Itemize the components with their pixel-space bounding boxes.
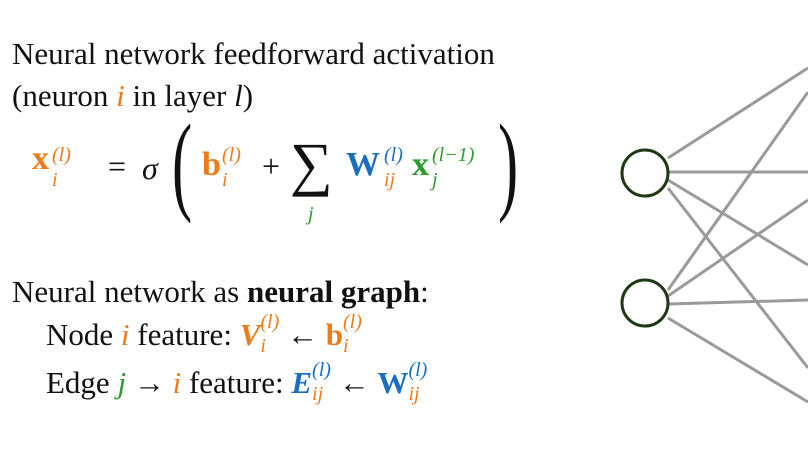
eq-left-paren: ( (172, 102, 193, 224)
eq-b-sup: (l) (222, 144, 241, 166)
eq-sigma: σ (142, 150, 158, 186)
eq-sum-index: j (308, 203, 314, 225)
eq-right-paren: ) (498, 102, 519, 224)
edge-line (667, 66, 808, 160)
edge-line (667, 178, 808, 267)
edge-feature-W: W (377, 365, 409, 401)
node-feature-V: V (239, 317, 261, 353)
eq-x2-sub: j (432, 169, 438, 191)
neuron-node-bottom (620, 278, 670, 328)
edge-line (667, 298, 808, 306)
activation-equation: x (l) i = σ ( b (l) i + ∑ j W (l) ij x (… (32, 108, 552, 242)
eq-x2: x (412, 146, 429, 183)
eq-W-sup: (l) (384, 144, 403, 166)
eq-W: W (346, 146, 380, 183)
edge-line (667, 198, 808, 298)
node-feature-line: Node i feature: V (l) i ← b (l) i (46, 311, 362, 357)
eq-sum: ∑ (290, 131, 333, 197)
eq-b-sub: i (222, 169, 228, 191)
eq-equals: = (108, 148, 127, 184)
eq-x-sub: i (52, 169, 58, 191)
eq-W-sub: ij (384, 169, 396, 191)
edge-arrow: ← (338, 365, 370, 401)
graph-intro: Neural network as neural graph: (12, 274, 429, 309)
eq-plus: + (262, 148, 281, 184)
neuron-node-top (620, 148, 670, 198)
edge-line (667, 316, 808, 404)
title-line-1: Neural network feedforward activation (12, 36, 495, 71)
edge-line (666, 91, 808, 291)
eq-x: x (32, 140, 49, 177)
neuron-variable: i (116, 78, 125, 113)
eq-b: b (202, 146, 221, 183)
title-line-2: (neuron i in layer l) (12, 78, 254, 113)
edge-line (666, 187, 808, 369)
edge-feature-line: Edge j → i feature: E (l) ij ← W (l) ij (46, 359, 428, 405)
eq-x2-sup: (l−1) (432, 144, 475, 166)
edge-feature-E: E (291, 365, 313, 401)
layer-variable: l (234, 78, 243, 113)
node-feature-b: b (325, 317, 344, 353)
neural-network-diagram-icon (620, 66, 808, 404)
neural-graph-term: neural graph (247, 274, 421, 309)
node-arrow: ← (287, 317, 319, 353)
eq-x-sup: (l) (52, 144, 71, 166)
